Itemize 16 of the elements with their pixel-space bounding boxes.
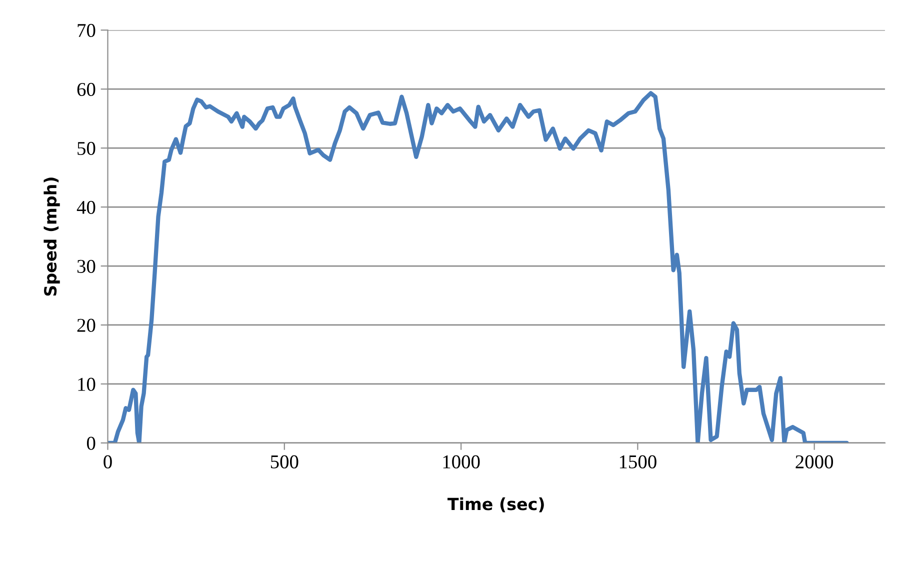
x-tick-label: 1000 bbox=[443, 455, 480, 468]
x-axis-title: Time (sec) bbox=[448, 497, 544, 512]
y-tick-label: 0 bbox=[86, 436, 96, 450]
y-tick-label: 20 bbox=[77, 318, 96, 332]
x-tick-label: 500 bbox=[270, 455, 298, 468]
y-tick-label: 60 bbox=[77, 82, 96, 96]
y-tick-label: 50 bbox=[78, 142, 96, 155]
line-series bbox=[108, 91, 849, 443]
x-tick-label: 1500 bbox=[620, 455, 656, 468]
x-tick-label: 0 bbox=[104, 455, 112, 468]
y-tick-label: 10 bbox=[78, 378, 96, 391]
y-tick-label: 40 bbox=[76, 200, 96, 214]
y-tick-label: 70 bbox=[78, 24, 96, 38]
y-tick-label: 30 bbox=[77, 260, 96, 273]
y-axis-title: Speed (mph) bbox=[44, 178, 60, 296]
x-tick-label: 2000 bbox=[796, 455, 834, 468]
